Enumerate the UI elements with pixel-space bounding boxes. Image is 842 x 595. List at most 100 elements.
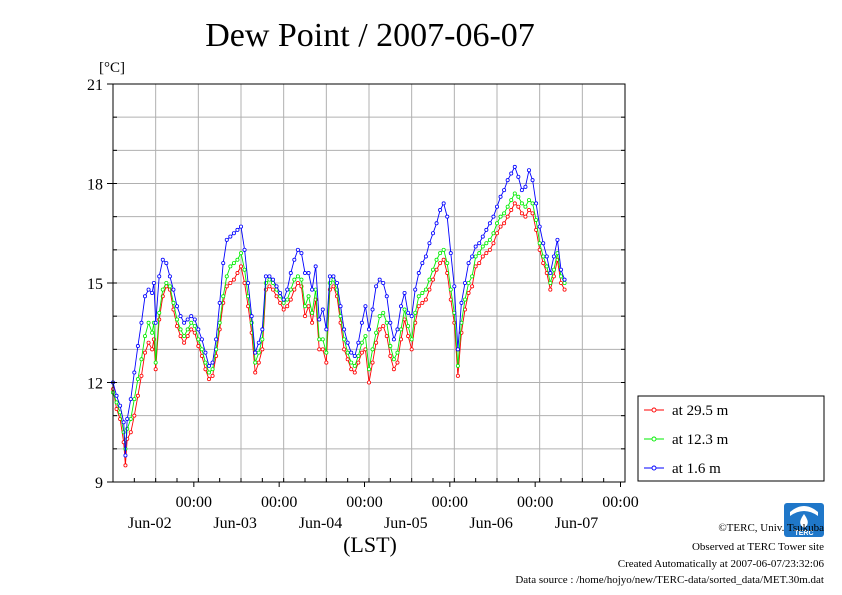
data-point: [356, 360, 361, 365]
data-point: [434, 267, 439, 272]
data-point: [455, 347, 460, 352]
x-tick-time-label: 00:00: [176, 494, 212, 511]
data-point: [267, 277, 272, 282]
data-point: [523, 184, 528, 189]
data-point: [448, 287, 453, 292]
x-axis-label: (LST): [343, 532, 397, 557]
data-point: [270, 277, 275, 282]
data-point: [196, 344, 201, 349]
data-point: [302, 271, 307, 276]
terc-logo-drop-icon: [800, 514, 808, 528]
data-point: [541, 261, 546, 266]
legend-entry-label: at 29.5 m: [672, 403, 729, 419]
data-point: [142, 334, 147, 339]
data-point: [491, 214, 496, 219]
data-point: [281, 297, 286, 302]
data-point: [256, 360, 261, 365]
terc-logo-text: TERC: [794, 530, 813, 537]
data-point: [210, 360, 215, 365]
data-point: [274, 294, 279, 299]
x-tick-day-label: Jun-06: [469, 515, 513, 532]
data-point: [164, 280, 169, 285]
data-point: [206, 377, 211, 382]
series-layer: [111, 164, 567, 468]
data-point: [310, 310, 315, 315]
data-point: [178, 314, 183, 319]
data-point: [534, 201, 539, 206]
data-point: [174, 324, 179, 329]
data-point: [509, 171, 514, 176]
data-point: [388, 320, 393, 325]
data-point: [459, 300, 464, 305]
x-tick-time-label: 00:00: [432, 494, 468, 511]
data-point: [523, 214, 528, 219]
data-point: [484, 251, 489, 256]
x-tick-time-label: 00:00: [517, 494, 553, 511]
data-point: [123, 453, 128, 458]
data-point: [210, 373, 215, 378]
data-point: [295, 247, 300, 252]
data-point: [487, 237, 492, 242]
data-point: [185, 317, 190, 322]
data-point: [171, 300, 176, 305]
data-point: [541, 241, 546, 246]
data-point: [189, 314, 194, 319]
data-point: [352, 363, 357, 368]
data-point: [470, 274, 475, 279]
data-point: [470, 254, 475, 259]
data-point: [334, 280, 339, 285]
data-point: [228, 234, 233, 239]
data-point: [416, 271, 421, 276]
data-point: [366, 380, 371, 385]
data-point: [235, 271, 240, 276]
data-point: [427, 277, 432, 282]
data-point: [541, 254, 546, 259]
data-point: [398, 327, 403, 332]
data-point: [221, 294, 226, 299]
data-point: [121, 430, 126, 435]
data-point: [128, 416, 133, 421]
data-point: [306, 304, 311, 309]
data-point: [132, 397, 137, 402]
data-point: [267, 274, 272, 279]
data-point: [477, 251, 482, 256]
data-point: [384, 334, 389, 339]
data-point: [551, 267, 556, 272]
data-point: [505, 204, 510, 209]
data-point: [512, 191, 517, 196]
data-point: [285, 287, 290, 292]
data-point: [377, 277, 382, 282]
data-point: [473, 254, 478, 259]
data-point: [462, 297, 467, 302]
data-point: [519, 188, 524, 193]
data-point: [231, 231, 236, 236]
data-point: [288, 287, 293, 292]
data-point: [299, 277, 304, 282]
data-point: [324, 350, 329, 355]
x-tick-time-label: 00:00: [602, 494, 638, 511]
data-point: [420, 290, 425, 295]
data-point: [288, 271, 293, 276]
data-point: [494, 221, 499, 226]
terc-logo: TERC: [784, 503, 824, 537]
data-point: [466, 280, 471, 285]
y-tick-label: 12: [87, 376, 103, 393]
data-point: [206, 363, 211, 368]
data-point: [512, 201, 517, 206]
data-point: [249, 314, 254, 319]
data-point: [114, 400, 119, 405]
series-line: [112, 202, 565, 466]
data-point: [217, 300, 222, 305]
data-point: [189, 327, 194, 332]
x-axis-ticks: 00:00Jun-0200:00Jun-0300:00Jun-0400:00Ju…: [128, 478, 639, 532]
data-point: [491, 231, 496, 236]
data-point: [160, 257, 165, 262]
data-point: [509, 198, 514, 203]
legend-swatch-marker: [651, 407, 657, 413]
data-point: [502, 211, 507, 216]
data-point: [551, 254, 556, 259]
data-point: [331, 284, 336, 289]
data-point: [203, 360, 208, 365]
data-point: [324, 360, 329, 365]
